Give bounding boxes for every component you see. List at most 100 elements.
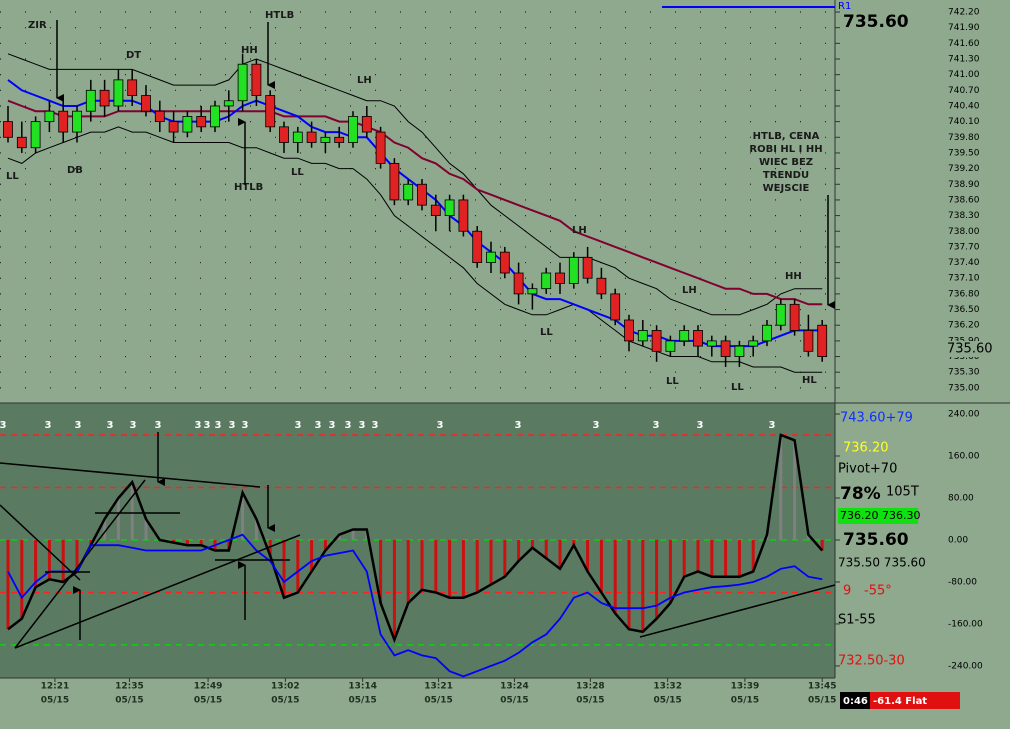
y-tick-label: 741.00 xyxy=(948,70,980,80)
signal-marker: 3 xyxy=(437,420,444,431)
candle-body xyxy=(582,256,593,279)
signal-marker: 3 xyxy=(107,420,114,431)
y-tick-label: -160.00 xyxy=(948,619,983,629)
histogram-bar xyxy=(172,539,176,543)
signal-marker: 3 xyxy=(295,420,302,431)
candle-body xyxy=(789,303,800,331)
note-line: ROBI HL I HH xyxy=(749,144,822,155)
trend-line xyxy=(14,479,146,649)
candle-body xyxy=(99,89,110,107)
histogram-bar xyxy=(572,539,576,546)
signal-marker: 3 xyxy=(315,420,322,431)
trend-bg xyxy=(870,692,960,709)
candle-body xyxy=(541,272,552,290)
candle-body xyxy=(803,330,814,352)
x-tick-label: 13:14 xyxy=(348,682,377,692)
x-tick-date: 05/15 xyxy=(653,696,681,706)
candle-body xyxy=(375,131,386,164)
histogram-bar xyxy=(751,539,755,572)
candle-body xyxy=(251,63,262,96)
percent: 78% xyxy=(840,484,881,504)
x-tick-date: 05/15 xyxy=(271,696,299,706)
signal-marker: 3 xyxy=(155,420,162,431)
candle-body xyxy=(113,79,124,107)
x-tick-label: 13:39 xyxy=(731,682,760,692)
histogram-bar xyxy=(503,539,507,577)
candle-body xyxy=(361,116,372,133)
annotation: LL xyxy=(731,382,744,393)
candle-body xyxy=(237,63,248,102)
pivot-price: 736.20 xyxy=(843,441,889,456)
candle-body xyxy=(292,131,303,143)
candle-body xyxy=(775,303,786,326)
candle-body xyxy=(430,204,441,216)
histogram-bar xyxy=(544,539,548,559)
candle-body xyxy=(417,183,427,206)
y-tick-label: 735.00 xyxy=(948,383,980,393)
candle-body xyxy=(486,251,496,263)
histogram-bar xyxy=(116,497,120,540)
y-tick-label: 737.70 xyxy=(948,242,980,252)
signal-marker: 3 xyxy=(359,420,366,431)
signal-marker: 3 xyxy=(593,420,600,431)
signal-marker: 3 xyxy=(75,420,82,431)
y-tick-label: 741.60 xyxy=(948,39,980,49)
x-tick-date: 05/15 xyxy=(808,696,836,706)
candle-body xyxy=(720,340,731,357)
candle-body xyxy=(348,116,358,143)
histogram-bar xyxy=(6,539,10,630)
x-tick-label: 12:35 xyxy=(115,682,144,692)
histogram-bar xyxy=(351,529,355,540)
histogram-bar xyxy=(199,539,203,546)
histogram-bar xyxy=(406,539,410,603)
last: 735.60 xyxy=(843,530,909,550)
annotation: HTLB xyxy=(265,10,294,21)
plot-layer: 735.00735.30735.60735.90736.20736.50736.… xyxy=(0,8,983,706)
candle-body xyxy=(568,256,579,284)
candle-body xyxy=(596,277,607,295)
y-tick-label: 740.40 xyxy=(948,101,980,111)
r1-text: 743.60+79 xyxy=(840,411,913,426)
annotation: LH xyxy=(357,75,372,86)
candle-body xyxy=(44,110,55,123)
candle-body xyxy=(555,272,565,284)
x-tick-date: 05/15 xyxy=(500,696,528,706)
histogram-bar xyxy=(310,539,314,572)
histogram-bar xyxy=(806,534,810,540)
candle-body xyxy=(651,330,662,352)
histogram-bar xyxy=(489,539,493,585)
candle-body xyxy=(58,110,69,133)
s2: 732.50-30 xyxy=(838,654,905,669)
x-tick-label: 12:49 xyxy=(194,682,223,692)
candle-body xyxy=(458,199,469,232)
histogram-bar xyxy=(34,539,38,588)
histogram-bar xyxy=(296,539,300,593)
annotation: LL xyxy=(291,167,304,178)
histogram-bar xyxy=(379,539,383,603)
candle-body xyxy=(265,95,276,128)
annotation: LH xyxy=(682,285,697,296)
x-tick-date: 05/15 xyxy=(194,696,222,706)
note-line: WEJSCIE xyxy=(763,183,810,194)
annotation: LL xyxy=(540,327,553,338)
timer-bg xyxy=(840,692,870,709)
x-tick-label: 13:28 xyxy=(576,682,605,692)
candle-body xyxy=(527,288,538,295)
histogram-bar xyxy=(737,539,741,577)
bid-ask-bg xyxy=(838,508,918,524)
trend-line xyxy=(0,462,261,488)
histogram-bar xyxy=(130,482,134,540)
drawings xyxy=(0,20,836,649)
candle-body xyxy=(748,340,759,347)
y-tick-label: 738.30 xyxy=(948,211,980,221)
trend-line xyxy=(14,534,301,649)
signal-marker: 3 xyxy=(204,420,211,431)
histogram-bar xyxy=(668,539,672,603)
candle-body xyxy=(610,293,621,321)
y-tick-label: 738.00 xyxy=(948,227,980,237)
trend-line xyxy=(639,584,836,638)
y-tick-label: 0.00 xyxy=(948,535,968,545)
price-tag: 735.60 xyxy=(947,342,993,357)
histogram-bar xyxy=(627,539,631,630)
candle-body xyxy=(320,136,331,143)
